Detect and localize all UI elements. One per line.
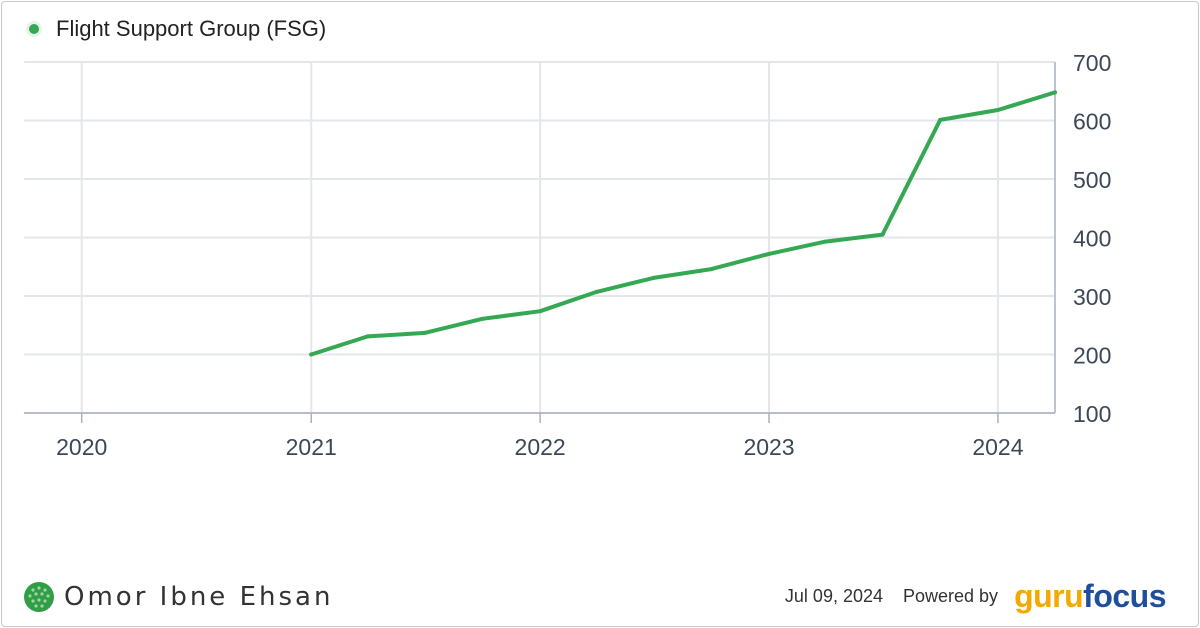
y-tick-label: 700: [1073, 50, 1111, 76]
y-tick-label: 600: [1073, 109, 1111, 135]
gurufocus-logo[interactable]: gurufocus: [1014, 578, 1166, 615]
legend-marker-icon: [26, 21, 42, 37]
data-point: [709, 267, 714, 272]
data-point: [938, 117, 943, 122]
data-point: [1053, 90, 1057, 95]
x-tick-label: 2023: [743, 434, 794, 460]
x-tick-label: 2022: [515, 434, 566, 460]
y-tick-label: 500: [1073, 167, 1111, 193]
x-tick-label: 2024: [972, 434, 1023, 460]
powered-by-label: Powered by: [903, 586, 999, 606]
data-point: [594, 289, 599, 294]
footer-info: Jul 09, 2024 Powered by gurufocus: [784, 578, 1167, 615]
globe-dots-icon: [24, 582, 54, 612]
x-tick-label: 2020: [56, 434, 107, 460]
author-credit: Omor Ibne Ehsan: [22, 580, 333, 614]
data-point: [365, 334, 370, 339]
data-point: [995, 107, 1000, 112]
y-tick-label: 400: [1073, 226, 1111, 252]
author-name: Omor Ibne Ehsan: [64, 582, 334, 612]
data-point: [480, 316, 485, 321]
data-point: [651, 275, 656, 280]
data-point: [767, 251, 772, 256]
data-point: [309, 352, 314, 357]
legend-label: Flight Support Group (FSG): [56, 16, 327, 41]
brand-guru: guru: [1014, 578, 1084, 614]
legend[interactable]: Flight Support Group (FSG): [26, 16, 326, 42]
x-tick-label: 2021: [286, 434, 337, 460]
y-tick-label: 300: [1073, 284, 1111, 310]
brand-focus: focus: [1083, 578, 1166, 614]
data-point: [823, 239, 828, 244]
data-point: [422, 330, 427, 335]
data-point: [880, 232, 885, 237]
data-point: [538, 309, 543, 314]
y-tick-label: 200: [1073, 343, 1111, 369]
series-line: [309, 90, 1057, 357]
chart-date: Jul 09, 2024: [784, 586, 883, 606]
y-tick-label: 100: [1073, 401, 1111, 427]
